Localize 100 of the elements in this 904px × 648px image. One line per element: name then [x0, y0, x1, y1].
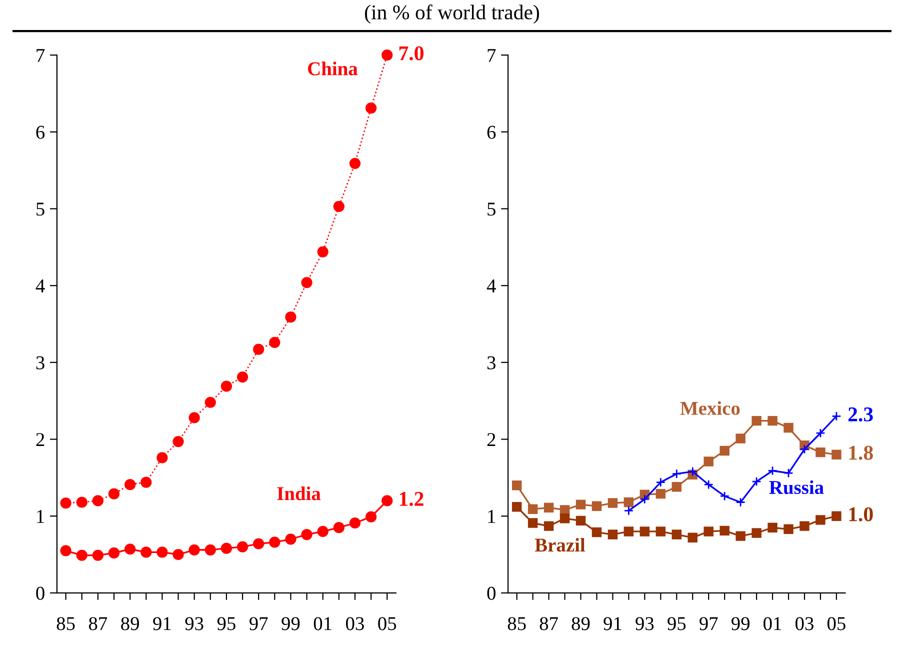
y-tick-label: 4: [36, 280, 45, 292]
x-tick-label: 03: [796, 617, 814, 630]
point: [768, 522, 778, 532]
data-label: 1.0: [849, 507, 873, 522]
x-tick-label: 01: [764, 617, 782, 630]
point: [285, 312, 296, 323]
point: [253, 538, 264, 550]
point: [204, 544, 216, 556]
point: [108, 488, 120, 500]
y-tick-label: 6: [36, 126, 45, 139]
point: [269, 336, 280, 348]
data-label: 7.0: [399, 46, 424, 60]
x-tick-label: 97: [249, 617, 268, 630]
point: [333, 200, 344, 212]
series-label: China: [308, 62, 358, 76]
point: [784, 422, 794, 433]
point: [800, 521, 810, 531]
point: [236, 371, 248, 383]
point: [752, 476, 762, 486]
data-label: 1.2: [400, 492, 424, 506]
point: [640, 526, 650, 536]
x-tick-label: 95: [217, 617, 236, 630]
point: [624, 506, 634, 516]
series-label: Mexico: [680, 401, 740, 415]
x-tick-label: 01: [314, 617, 332, 630]
point: [108, 547, 120, 559]
y-tick-label: 1: [37, 510, 44, 523]
point: [720, 526, 730, 536]
point: [76, 496, 88, 508]
y-tick-label: 3: [487, 356, 496, 370]
point: [592, 501, 602, 511]
point: [365, 511, 377, 522]
point: [640, 494, 650, 504]
x-tick-label: 99: [282, 617, 300, 630]
point: [752, 528, 762, 538]
point: [672, 482, 682, 492]
point: [317, 526, 328, 538]
point: [800, 444, 810, 454]
x-tick-label: 99: [731, 617, 750, 630]
point: [672, 468, 682, 479]
x-tick-label: 93: [636, 617, 654, 630]
point: [608, 498, 618, 508]
x-tick-label: 85: [56, 617, 75, 630]
point: [220, 380, 232, 392]
x-tick-label: 87: [88, 617, 108, 630]
point: [816, 447, 826, 458]
y-tick-label: 5: [36, 202, 44, 216]
point: [832, 511, 842, 521]
point: [365, 102, 377, 114]
point: [720, 446, 730, 456]
point: [124, 544, 136, 555]
point: [349, 517, 361, 529]
point: [512, 502, 522, 512]
point: [382, 50, 393, 61]
point: [688, 466, 698, 476]
x-tick-label: 03: [346, 617, 364, 630]
x-tick-label: 89: [572, 617, 590, 630]
point: [285, 534, 296, 545]
x-tick-label: 93: [185, 617, 204, 630]
point: [220, 542, 232, 554]
point: [156, 546, 168, 558]
x-tick-label: 91: [153, 617, 171, 630]
point: [720, 491, 730, 501]
point: [576, 500, 586, 510]
point: [76, 550, 88, 561]
point: [656, 526, 666, 536]
point: [752, 416, 762, 426]
point: [816, 428, 826, 438]
y-tick-label: 3: [36, 356, 44, 370]
data-label: 1.8: [849, 446, 873, 460]
point: [832, 411, 842, 422]
point: [60, 545, 72, 556]
point: [92, 550, 104, 561]
point: [576, 516, 586, 526]
point: [624, 526, 634, 536]
text: (in % of world trade): [364, 4, 540, 24]
data-label: 2.3: [848, 407, 873, 422]
x-tick-label: 89: [121, 617, 139, 630]
x-tick-label: 95: [668, 617, 686, 630]
point: [768, 466, 778, 476]
y-tick-label: 7: [488, 49, 496, 62]
point: [528, 518, 538, 528]
point: [704, 456, 714, 466]
point: [544, 521, 554, 531]
x-tick-label: 05: [827, 617, 846, 630]
series-label: India: [277, 486, 321, 500]
y-tick-label: 0: [487, 586, 496, 600]
series-label: Russia: [769, 480, 824, 494]
point: [608, 530, 618, 540]
point: [172, 548, 184, 560]
series-label: Brazil: [534, 538, 586, 552]
x-tick-label: 97: [700, 617, 718, 630]
point: [736, 434, 746, 444]
point: [188, 544, 200, 556]
point: [140, 546, 152, 558]
point: [544, 502, 554, 512]
point: [512, 480, 522, 490]
point: [736, 497, 746, 508]
point: [188, 412, 200, 424]
x-tick-label: 87: [540, 617, 558, 630]
